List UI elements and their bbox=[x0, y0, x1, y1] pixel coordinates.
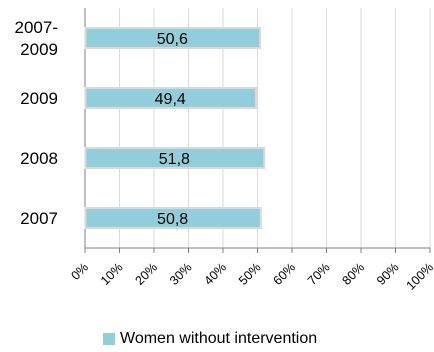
x-tick-label: 60% bbox=[271, 260, 299, 288]
x-tick-label: 20% bbox=[133, 260, 161, 288]
category-label: 2007 bbox=[20, 209, 58, 228]
bar bbox=[84, 147, 266, 169]
data-label: 49,4 bbox=[155, 91, 186, 108]
category-label: 2009 bbox=[20, 89, 58, 108]
category-label: 2008 bbox=[20, 149, 58, 168]
bar bbox=[84, 207, 262, 229]
bar bbox=[84, 87, 257, 109]
data-label: 50,8 bbox=[157, 211, 188, 228]
x-tick-label: 80% bbox=[340, 260, 368, 288]
legend: Women without intervention bbox=[103, 330, 317, 348]
data-label: 50,6 bbox=[157, 31, 188, 48]
x-tick-label: 70% bbox=[305, 260, 333, 288]
x-tick-label: 100% bbox=[404, 260, 434, 293]
category-label: 2007-2009 bbox=[15, 18, 58, 59]
legend-swatch bbox=[103, 333, 115, 345]
x-tick-label: 0% bbox=[68, 260, 91, 283]
x-tick-label: 30% bbox=[167, 260, 195, 288]
data-label: 51,8 bbox=[159, 151, 190, 168]
x-tick-label: 40% bbox=[202, 260, 230, 288]
x-tick-label: 90% bbox=[374, 260, 402, 288]
x-tick-label: 10% bbox=[98, 260, 126, 288]
legend-label: Women without intervention bbox=[120, 330, 318, 347]
bar bbox=[84, 27, 262, 49]
x-tick-label: 50% bbox=[236, 260, 264, 288]
